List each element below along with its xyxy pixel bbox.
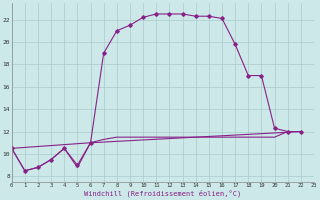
- X-axis label: Windchill (Refroidissement éolien,°C): Windchill (Refroidissement éolien,°C): [84, 190, 242, 197]
